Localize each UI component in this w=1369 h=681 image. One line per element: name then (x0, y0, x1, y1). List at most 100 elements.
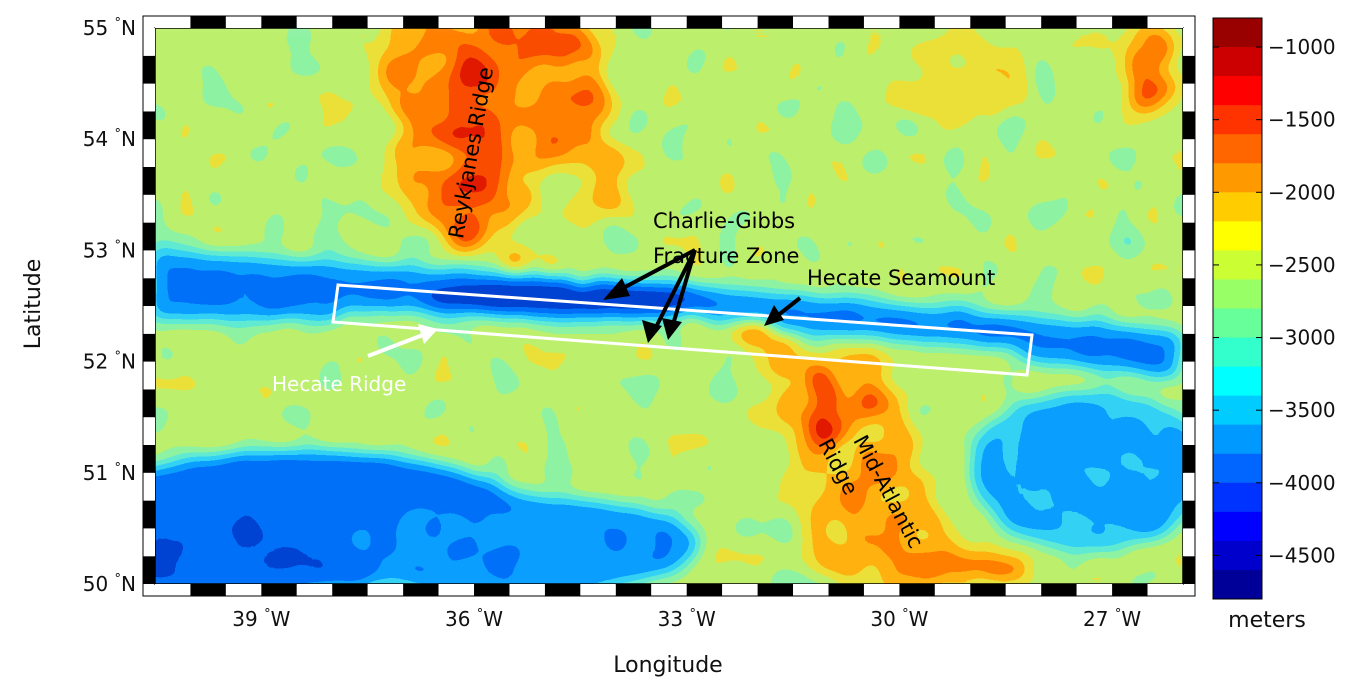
frame-segment (1041, 584, 1077, 596)
colorbar-step (1213, 453, 1262, 484)
colorbar-step (1213, 308, 1262, 339)
frame-segment (615, 16, 652, 28)
frame-segment (1147, 584, 1183, 596)
frame-segment (1183, 389, 1195, 418)
frame-segment (155, 16, 191, 28)
frame-segment (757, 584, 794, 596)
frame-segment (474, 16, 510, 28)
frame-segment (1183, 445, 1195, 473)
frame-segment (367, 584, 404, 596)
frame-segment (225, 584, 262, 596)
colorbar-step (1213, 569, 1262, 600)
colorbar-step (1213, 482, 1262, 513)
frame-segment (143, 222, 155, 251)
frame-segment (580, 16, 616, 28)
frame-segment (190, 584, 226, 596)
frame-segment (1112, 16, 1148, 28)
latitude-tick-label: 53 °N (83, 238, 136, 262)
colorbar-step (1213, 511, 1262, 542)
frame-segment (143, 167, 155, 195)
frame-right-border (1183, 28, 1195, 584)
frame-segment (1076, 16, 1113, 28)
colorbar-tick-labels: −1000 −1500 −2000 −2500 −3000 −3500 −4000 −4500 (1213, 35, 1336, 567)
frame-segment (261, 584, 297, 596)
colorbar-step (1213, 540, 1262, 571)
frame-segment (899, 16, 935, 28)
frame-segment (225, 16, 262, 28)
x-axis-label: Longitude (613, 653, 722, 678)
frame-segment (1005, 584, 1042, 596)
frame-segment (143, 83, 155, 112)
frame-segment (899, 584, 935, 596)
frame-segment (1183, 28, 1195, 56)
colorbar-step (1213, 192, 1262, 222)
frame-segment (934, 16, 971, 28)
frame-segment (544, 16, 581, 28)
frame-segment (1183, 167, 1195, 195)
frame-segment (1183, 306, 1195, 334)
latitude-tick-label: 52 °N (83, 350, 136, 374)
frame-segment (143, 472, 155, 501)
frame-segment (651, 16, 687, 28)
frame-segment (1183, 556, 1195, 584)
frame-segment (1183, 222, 1195, 251)
frame-segment (332, 584, 368, 596)
frame-left-border (143, 28, 155, 584)
latitude-tick-labels: 50 °N 51 °N 52 °N 53 °N 54 °N 55 °N (83, 16, 136, 596)
frame-segment (1183, 361, 1195, 390)
frame-segment (1183, 83, 1195, 112)
colorbar-step (1213, 76, 1262, 106)
hecate-seamount-label: Hecate Seamount (807, 266, 995, 290)
frame-segment (296, 584, 333, 596)
longitude-tick-label: 36 °W (445, 607, 503, 631)
colorbar-step (1213, 18, 1262, 48)
frame-segment (828, 584, 864, 596)
frame-segment (1183, 139, 1195, 167)
frame-segment (403, 16, 439, 28)
latitude-tick-label: 55 °N (83, 16, 136, 40)
frame-segment (509, 584, 545, 596)
frame-segment (615, 584, 652, 596)
frame-segment (863, 584, 900, 596)
frame-segment (1183, 472, 1195, 501)
colorbar-step (1213, 250, 1262, 280)
frame-segment (651, 584, 687, 596)
longitude-tick-labels: 39 °W 36 °W 33 °W 30 °W 27 °W (232, 607, 1141, 631)
latitude-tick-label: 50 °N (83, 572, 136, 596)
latitude-tick-label: 54 °N (83, 127, 136, 151)
frame-bottom-border (155, 584, 1183, 596)
frame-segment (686, 16, 723, 28)
frame-segment (580, 584, 616, 596)
frame-segment (143, 417, 155, 445)
frame-segment (544, 584, 581, 596)
frame-segment (190, 16, 226, 28)
frame-segment (143, 306, 155, 334)
frame-segment (1076, 584, 1113, 596)
frame-segment (143, 139, 155, 167)
frame-segment (1183, 111, 1195, 140)
frame-segment (332, 16, 368, 28)
frame-segment (722, 16, 758, 28)
frame-segment (1112, 584, 1148, 596)
frame-segment (143, 333, 155, 362)
colorbar-step (1213, 395, 1262, 426)
frame-segment (970, 584, 1006, 596)
colorbar-step (1213, 47, 1262, 77)
frame-segment (367, 16, 404, 28)
map-frame (142, 15, 1196, 597)
colorbar: −1000 −1500 −2000 −2500 −3000 −3500 −4000 −4500… (1212, 17, 1336, 633)
longitude-tick-label: 33 °W (658, 607, 716, 631)
frame-segment (722, 584, 758, 596)
frame-segment (793, 16, 829, 28)
colorbar-tick-label: −2500 (1268, 253, 1336, 277)
frame-segment (1183, 417, 1195, 445)
frame-segment (403, 584, 439, 596)
frame-segment (143, 389, 155, 418)
longitude-tick-label: 27 °W (1083, 607, 1141, 631)
frame-segment (863, 16, 900, 28)
colorbar-step (1213, 366, 1262, 397)
frame-segment (1183, 278, 1195, 306)
y-axis-label: Latitude (21, 259, 46, 350)
frame-segment (1147, 16, 1183, 28)
